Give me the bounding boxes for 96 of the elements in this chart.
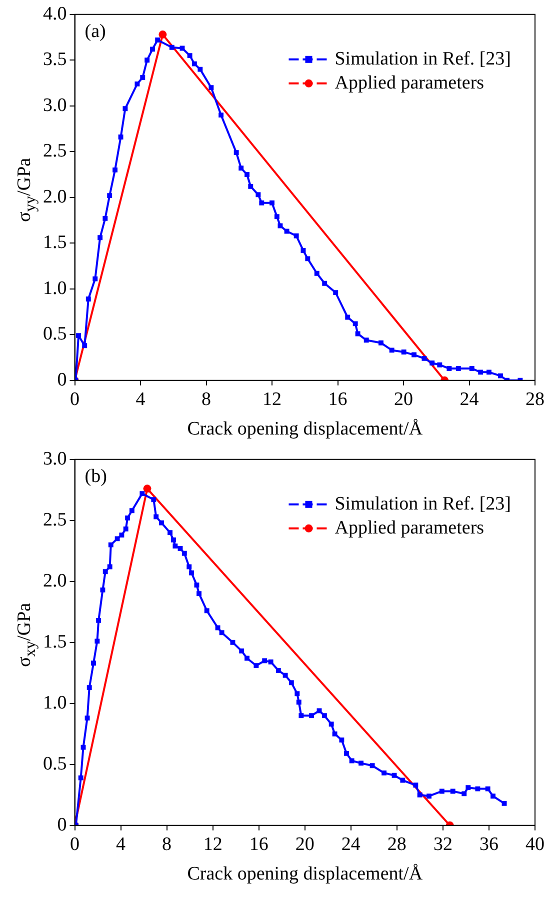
point — [486, 370, 492, 375]
annotation: (b) — [84, 466, 107, 487]
x-axis-title: Crack opening displacement/Å — [187, 864, 423, 885]
point — [256, 192, 261, 198]
x-tick-label: 4 — [136, 388, 146, 410]
legend-label: Simulation in Ref. [23] — [334, 48, 512, 70]
point — [355, 331, 360, 336]
point — [208, 85, 214, 90]
point — [300, 248, 306, 253]
point — [102, 216, 108, 221]
point — [430, 360, 435, 366]
x-tick-label: 24 — [460, 388, 480, 410]
annotation: (a) — [84, 20, 106, 42]
legend-label: Applied parameters — [334, 72, 484, 94]
y-tick-label: 1.0 — [43, 278, 67, 299]
point — [378, 340, 384, 346]
point — [107, 193, 112, 198]
point — [192, 61, 197, 66]
y-tick-label: 1.5 — [43, 631, 67, 652]
y-tick-label: 2.5 — [43, 509, 67, 530]
point — [305, 256, 310, 262]
point — [401, 350, 406, 355]
y-tick-label: 3.0 — [43, 94, 67, 116]
y-tick-label: 0.5 — [43, 324, 67, 345]
y-tick-label: 0 — [57, 369, 67, 390]
point — [422, 356, 427, 361]
point — [158, 30, 167, 39]
x-tick-label: 12 — [262, 388, 282, 410]
x-tick-label: 20 — [295, 834, 314, 855]
y-tick-label: 2.0 — [43, 570, 67, 592]
point — [270, 200, 274, 206]
point — [469, 366, 474, 371]
point — [322, 280, 328, 286]
point — [284, 228, 290, 234]
point — [364, 338, 369, 343]
point — [187, 53, 192, 58]
point — [86, 296, 91, 302]
point — [118, 134, 124, 140]
x-tick-label: 28 — [387, 834, 406, 855]
point — [92, 276, 98, 282]
x-tick-label: 16 — [249, 834, 268, 855]
point — [314, 270, 320, 276]
point — [456, 366, 461, 371]
x-tick-label: 12 — [203, 834, 222, 855]
x-tick-label: 28 — [526, 388, 544, 410]
point — [389, 348, 394, 353]
point — [122, 106, 128, 112]
x-tick-label: 20 — [394, 388, 413, 410]
point — [112, 167, 118, 172]
point — [82, 343, 88, 348]
x-axis-title: Crack opening displacement/Å — [187, 418, 423, 440]
point — [478, 370, 484, 375]
y-tick-label: 1.0 — [43, 692, 67, 714]
point — [446, 366, 452, 371]
y-tick-label: 3.5 — [43, 49, 67, 70]
point — [333, 290, 338, 296]
point — [218, 112, 224, 118]
legend-label: Simulation in Ref. [23] — [334, 493, 512, 514]
x-tick-label: 40 — [526, 834, 544, 855]
point — [234, 150, 239, 156]
y-tick-label: 2.0 — [43, 186, 67, 208]
point — [76, 333, 82, 338]
x-tick-label: 24 — [341, 834, 361, 855]
x-tick-label: 36 — [479, 834, 498, 855]
y-tick-label: 1.5 — [43, 232, 67, 254]
x-tick-label: 4 — [116, 834, 126, 855]
y-tick-label: 3.0 — [43, 448, 67, 470]
y-tick-label: 0 — [57, 814, 67, 836]
point — [498, 373, 503, 378]
point — [169, 44, 174, 50]
point — [134, 81, 140, 86]
x-tick-label: 32 — [433, 834, 452, 855]
point — [274, 214, 280, 220]
x-tick-label: 16 — [328, 388, 348, 410]
point — [144, 58, 150, 63]
point — [278, 223, 283, 228]
point — [150, 46, 155, 52]
point — [155, 38, 160, 42]
x-tick-label: 8 — [162, 834, 172, 855]
point — [244, 172, 250, 177]
point — [140, 75, 146, 80]
x-tick-label: 8 — [202, 388, 211, 410]
point — [294, 233, 299, 238]
y-tick-label: 2.5 — [43, 140, 67, 162]
point — [352, 321, 358, 326]
y-tick-label: 0.5 — [43, 753, 67, 774]
point — [412, 352, 416, 358]
legend-label: Applied parameters — [334, 517, 484, 538]
point — [98, 235, 103, 240]
point — [345, 314, 350, 320]
y-tick-label: 4.0 — [43, 3, 67, 24]
point — [437, 362, 442, 368]
point — [248, 184, 254, 189]
point — [198, 66, 203, 72]
point — [238, 166, 244, 171]
point — [259, 200, 264, 206]
